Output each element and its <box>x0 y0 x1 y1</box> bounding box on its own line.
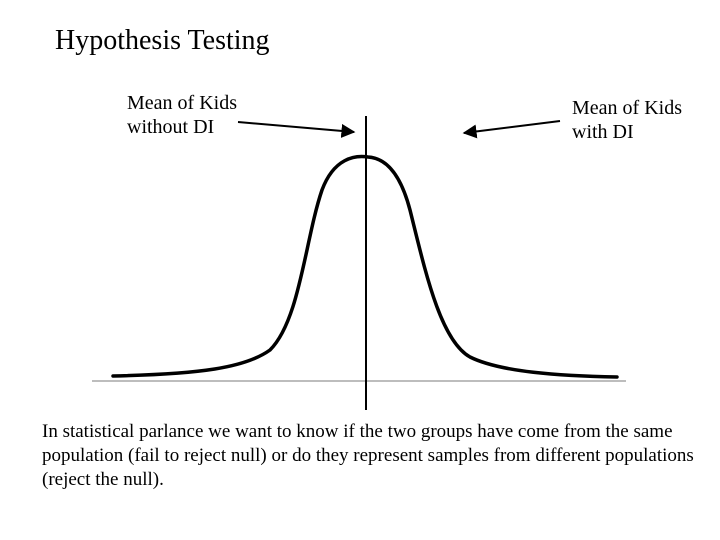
label-left-line2: without DI <box>127 116 215 138</box>
arrow-left <box>237 121 356 138</box>
label-right-line2: with DI <box>572 121 634 143</box>
bell-curve <box>111 154 619 379</box>
slide-title: Hypothesis Testing <box>55 25 270 56</box>
label-right-line1: Mean of Kids <box>572 97 682 119</box>
label-mean-with-di: Mean of Kids with DI <box>572 96 682 144</box>
caption-text: In statistical parlance we want to know … <box>42 421 694 490</box>
arrow-right <box>462 120 561 139</box>
label-mean-without-di: Mean of Kids without DI <box>127 91 237 139</box>
label-left-line1: Mean of Kids <box>127 92 237 114</box>
